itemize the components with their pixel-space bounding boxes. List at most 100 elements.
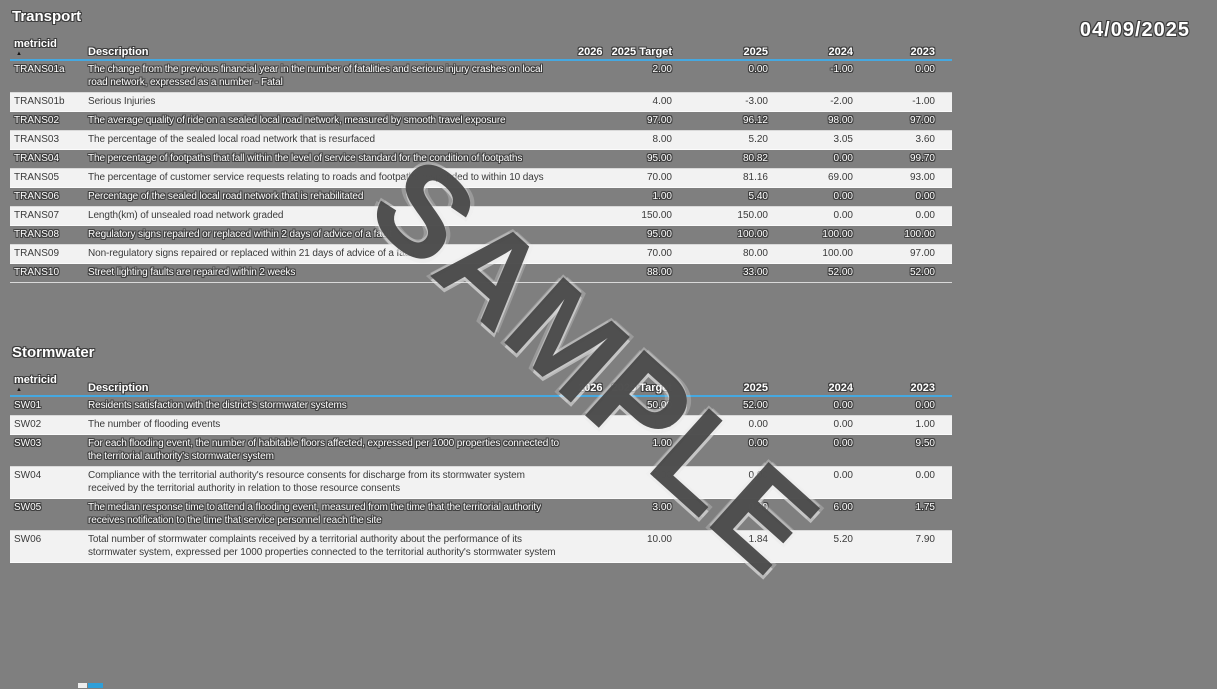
bottom-scroll-thumb[interactable] <box>88 683 103 688</box>
value-cell: 52.00 <box>827 267 853 278</box>
description-cell: The number of flooding events <box>88 419 221 430</box>
value-cell: 0.00 <box>833 438 853 449</box>
value-cell: 8.00 <box>652 134 672 145</box>
value-cell: 0.00 <box>748 438 768 449</box>
value-cell: 81.16 <box>742 172 768 183</box>
value-cell: 0.00 <box>915 400 935 411</box>
table-title: Transport <box>12 8 82 25</box>
value-cell: 80.82 <box>742 153 768 164</box>
description-cell: Serious Injuries <box>88 96 156 107</box>
column-header-2024[interactable]: 2024 <box>768 46 853 58</box>
description-cell: For each flooding event, the number of h… <box>88 438 559 462</box>
value-cell: 93.00 <box>909 172 935 183</box>
table-row-SW06: SW06 Total number of stormwater complaint… <box>10 531 952 563</box>
value-cell: 0.00 <box>748 470 768 481</box>
value-cell: 97.00 <box>909 115 935 126</box>
table-row-TRANS04: TRANS04 The percentage of footpaths that … <box>10 150 952 169</box>
value-cell <box>578 467 602 498</box>
table-body: TRANS01a The change from the previous fin… <box>10 61 952 283</box>
table-row-TRANS10: TRANS10 Street lighting faults are repair… <box>10 264 952 283</box>
column-header-2026[interactable]: 2026 <box>578 46 602 58</box>
column-header-metricid[interactable]: metricid ▲ <box>10 38 88 58</box>
metric-id-cell: TRANS09 <box>14 248 60 259</box>
table-header: metricid ▲ Description 2026 2025 Target 2025 2… <box>10 374 952 397</box>
description-cell: Street lighting faults are repaired with… <box>88 267 296 278</box>
table-row-TRANS01b: TRANS01b Serious Injuries 4.00 -3.00 -2.00 -1… <box>10 93 952 112</box>
description-cell: The change from the previous financial y… <box>88 64 543 88</box>
column-header-2024[interactable]: 2024 <box>768 382 853 394</box>
value-cell: 95.00 <box>646 229 672 240</box>
value-cell <box>578 207 602 225</box>
value-cell: 0.00 <box>833 419 853 430</box>
sort-ascending-icon: ▲ <box>16 387 22 393</box>
value-cell: -1.00 <box>912 96 935 107</box>
value-cell: 0.30 <box>748 502 768 513</box>
metric-id-cell: TRANS03 <box>14 134 60 145</box>
column-header-2023[interactable]: 2023 <box>853 46 944 58</box>
metric-id-cell: TRANS07 <box>14 210 60 221</box>
value-cell: 0.00 <box>748 419 768 430</box>
metric-id-cell: TRANS08 <box>14 229 60 240</box>
value-cell: 0.00 <box>915 64 935 75</box>
description-cell: Regulatory signs repaired or replaced wi… <box>88 229 393 240</box>
column-header-description[interactable]: Description <box>88 46 578 58</box>
value-cell: 150.00 <box>641 210 672 221</box>
column-header-2026[interactable]: 2026 <box>578 382 602 394</box>
table-row-TRANS09: TRANS09 Non-regulatory signs repaired or … <box>10 245 952 264</box>
value-cell: 3.00 <box>652 502 672 513</box>
table-row-TRANS06: TRANS06 Percentage of the sealed local ro… <box>10 188 952 207</box>
value-cell: -3.00 <box>745 96 768 107</box>
transport-table: Transport metricid ▲ Description 2026 2025 Ta… <box>10 8 952 283</box>
value-cell <box>578 531 602 562</box>
column-label: 2024 <box>828 46 853 58</box>
column-header-metricid[interactable]: metricid ▲ <box>10 374 88 394</box>
value-cell: 98.00 <box>827 115 853 126</box>
value-cell: 97.00 <box>909 248 935 259</box>
column-label: 2025 Target <box>611 46 672 58</box>
description-cell: The percentage of customer service reque… <box>88 172 544 183</box>
column-header-2025-target[interactable]: 2025 Target <box>602 382 672 394</box>
table-row-TRANS03: TRANS03 The percentage of the sealed loca… <box>10 131 952 150</box>
column-header-description[interactable]: Description <box>88 382 578 394</box>
value-cell: 52.00 <box>742 400 768 411</box>
metric-id-cell: TRANS04 <box>14 153 60 164</box>
metric-id-cell: SW02 <box>14 419 42 430</box>
value-cell: 0.00 <box>833 153 853 164</box>
table-row-TRANS07: TRANS07 Length(km) of unsealed road netwo… <box>10 207 952 226</box>
table-row-SW03: SW03 For each flooding event, the number … <box>10 435 952 467</box>
column-header-2025[interactable]: 2025 <box>672 382 768 394</box>
column-header-2025-target[interactable]: 2025 Target <box>602 46 672 58</box>
column-header-2025[interactable]: 2025 <box>672 46 768 58</box>
value-cell: 80.00 <box>742 248 768 259</box>
metric-id-cell: SW06 <box>14 534 42 545</box>
column-label: metricid <box>14 374 57 386</box>
metric-id-cell: TRANS05 <box>14 172 60 183</box>
description-cell: The percentage of footpaths that fall wi… <box>88 153 523 164</box>
value-cell: 150.00 <box>737 210 768 221</box>
description-cell: Length(km) of unsealed road network grad… <box>88 210 284 221</box>
value-cell <box>578 499 602 530</box>
value-cell <box>578 397 602 415</box>
value-cell: 70.00 <box>646 248 672 259</box>
value-cell: 100.00 <box>904 229 935 240</box>
value-cell: 0.00 <box>833 400 853 411</box>
column-label: Description <box>88 46 149 58</box>
metric-id-cell: SW01 <box>14 400 42 411</box>
description-cell: The average quality of ride on a sealed … <box>88 115 506 126</box>
value-cell: 0.00 <box>833 210 853 221</box>
value-cell: 0.00 <box>915 191 935 202</box>
bottom-scroll-track <box>78 683 87 688</box>
value-cell <box>578 61 602 92</box>
description-cell: Non-regulatory signs repaired or replace… <box>88 248 415 259</box>
value-cell: 0.00 <box>915 470 935 481</box>
value-cell: 4.00 <box>652 96 672 107</box>
value-cell: 1.00 <box>652 419 672 430</box>
value-cell: -1.00 <box>830 64 853 75</box>
value-cell <box>578 93 602 111</box>
value-cell: 1.00 <box>652 191 672 202</box>
value-cell: 5.20 <box>833 534 853 545</box>
value-cell <box>578 150 602 168</box>
value-cell: 96.12 <box>742 115 768 126</box>
column-header-2023[interactable]: 2023 <box>853 382 944 394</box>
value-cell <box>578 131 602 149</box>
